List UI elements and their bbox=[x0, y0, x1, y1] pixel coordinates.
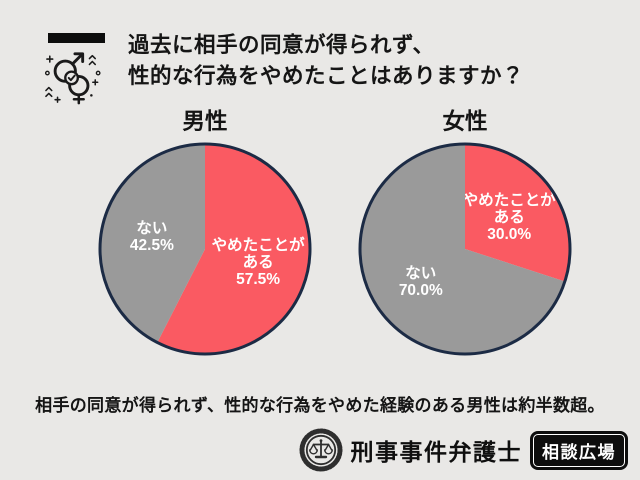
pie-outline bbox=[98, 142, 312, 356]
pie-slice-1 bbox=[99, 143, 205, 343]
pie-chart-male-svg: やめたことがある 57.5% ない 42.5% bbox=[98, 142, 312, 356]
accent-bar bbox=[48, 33, 105, 43]
pie-slice-label-1: ない 70.0% bbox=[399, 264, 443, 299]
page-title-line1: 過去に相手の同意が得られず、 bbox=[128, 33, 435, 57]
pie-outline bbox=[358, 142, 572, 356]
page-title: 過去に相手の同意が得られず、 性的な行為をやめたことはありますか？ bbox=[128, 30, 524, 92]
pie-chart-female-svg: やめたことがある 30.0% ない 70.0% bbox=[358, 142, 572, 356]
gender-symbols-with-checkmark-icon bbox=[44, 52, 101, 105]
brand-badge-label: 相談広場 bbox=[533, 433, 625, 467]
pie-chart-female: 女性 やめたことがある 30.0% ない 70.0% bbox=[355, 104, 575, 359]
pie-slice-0 bbox=[157, 144, 310, 354]
pie-slice-label-0: やめたことがある 57.5% bbox=[212, 235, 306, 288]
pie-slice-1 bbox=[360, 144, 565, 354]
pie-slice-label-0: やめたことがある 30.0% bbox=[463, 190, 557, 243]
pie-chart-male-title: 男性 bbox=[182, 109, 228, 134]
footer-branding: 刑事事件弁護士 相談広場 bbox=[299, 426, 628, 474]
page-title-line2: 性的な行為をやめたことはありますか？ bbox=[128, 64, 525, 88]
pie-chart-female-title: 女性 bbox=[442, 109, 488, 134]
brand-badge: 相談広場 bbox=[530, 430, 628, 470]
scales-of-justice-stamp-icon bbox=[299, 428, 342, 472]
pie-chart-male: 男性 やめたことがある 57.5% ない 42.5% bbox=[95, 104, 315, 359]
brand-name: 刑事事件弁護士 bbox=[350, 439, 522, 465]
pie-slice-label-1: ない 42.5% bbox=[130, 219, 174, 254]
pie-slice-0 bbox=[465, 144, 571, 282]
summary-note: 相手の同意が得られず、性的な行為をやめた経験のある男性は約半数超。 bbox=[35, 396, 605, 415]
